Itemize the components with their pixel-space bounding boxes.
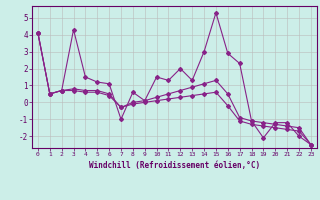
X-axis label: Windchill (Refroidissement éolien,°C): Windchill (Refroidissement éolien,°C) <box>89 161 260 170</box>
